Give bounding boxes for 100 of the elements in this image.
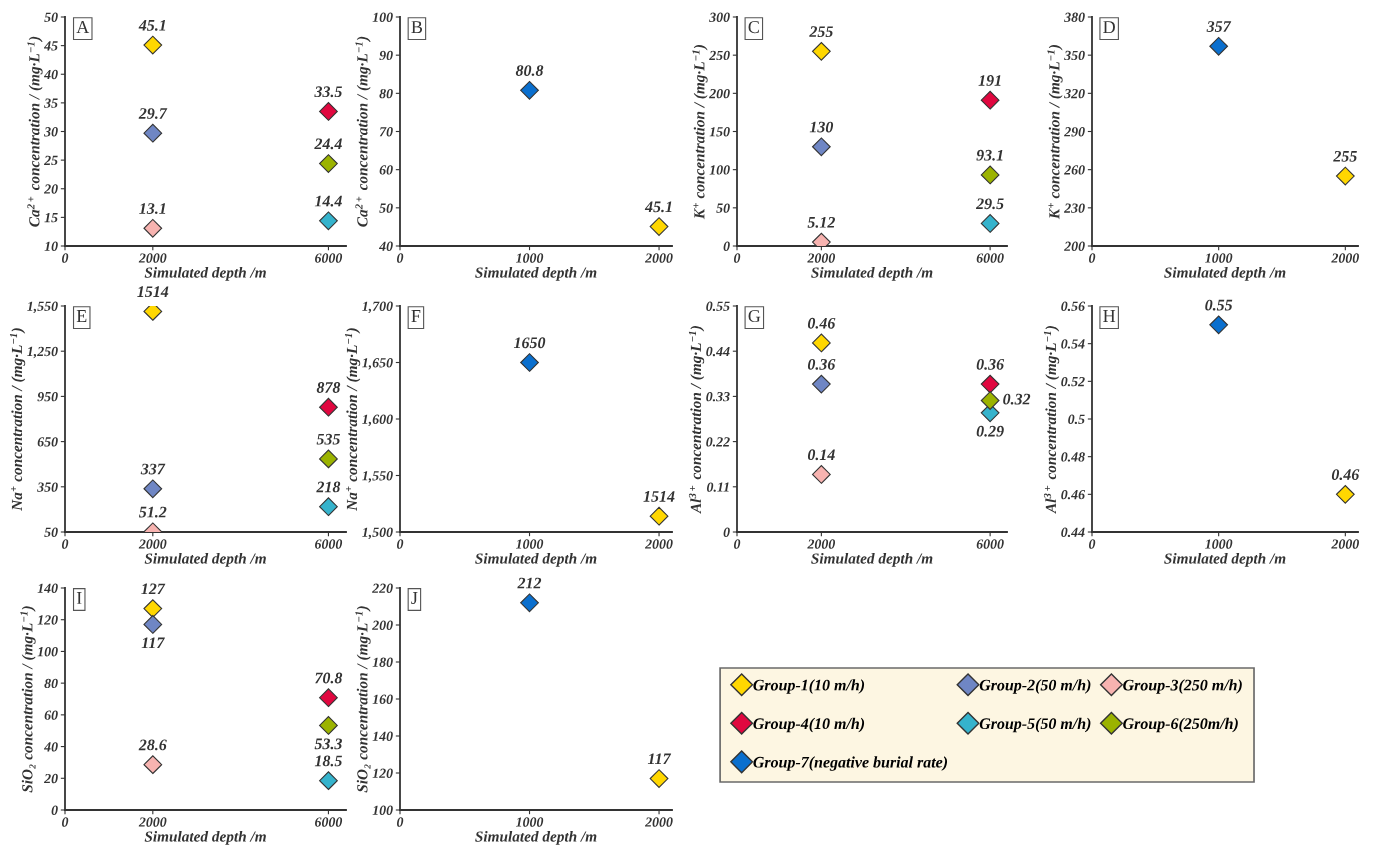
x-tick-label: 0 bbox=[734, 539, 741, 549]
y-axis-title: Na$^{+}$ concentration / (mg·L$^{−1}$) bbox=[9, 328, 26, 511]
x-tick-label: 2000 bbox=[138, 253, 167, 263]
y-axis-title: K$^{+}$ concentration / (mg·L$^{−1}$) bbox=[1047, 44, 1063, 220]
point bbox=[319, 716, 338, 735]
data-label: 117 bbox=[141, 637, 165, 649]
point bbox=[143, 35, 163, 55]
y-tick-label: 20 bbox=[44, 773, 58, 784]
y-tick-label: 1,600 bbox=[362, 414, 393, 426]
data-label: 127 bbox=[141, 583, 166, 595]
annotation: J bbox=[411, 592, 418, 605]
point bbox=[319, 449, 338, 469]
y-tick-label: 60 bbox=[44, 710, 58, 720]
point bbox=[811, 465, 831, 484]
x-tick-label: 2000 bbox=[644, 817, 673, 827]
x-axis-title: Simulated depth /m bbox=[144, 552, 266, 567]
y-tick-label: 0.44 bbox=[706, 346, 730, 357]
y-tick-label: 80 bbox=[44, 678, 58, 689]
annotation: F bbox=[411, 310, 421, 322]
data-label: 45.1 bbox=[138, 20, 166, 31]
y-tick-label: 320 bbox=[1064, 88, 1085, 99]
y-tick-label: 35 bbox=[44, 98, 58, 108]
x-axis-title: Simulated depth /m bbox=[1164, 552, 1286, 567]
y-tick-label: 1,550 bbox=[27, 301, 58, 313]
y-tick-label: 40 bbox=[378, 241, 393, 251]
data-label: 80.8 bbox=[515, 65, 544, 76]
x-tick-label: 0 bbox=[734, 253, 741, 263]
x-tick-label: 1000 bbox=[515, 539, 544, 549]
data-label: 0.36 bbox=[976, 358, 1005, 370]
data-label: 0.36 bbox=[807, 358, 836, 370]
point bbox=[980, 165, 1000, 185]
y-tick-label: 100 bbox=[709, 165, 730, 175]
y-tick-label: 1,700 bbox=[362, 301, 393, 313]
x-tick-label: 2000 bbox=[644, 539, 673, 549]
x-axis-title: Simulated depth /m bbox=[144, 266, 266, 281]
data-label: 29.7 bbox=[138, 108, 168, 119]
x-tick-label: 1000 bbox=[515, 817, 544, 827]
y-tick-label: 1,250 bbox=[27, 346, 58, 359]
y-tick-label: 0.52 bbox=[1061, 376, 1085, 387]
y-tick-label: 290 bbox=[1064, 127, 1085, 137]
y-tick-label: 200 bbox=[709, 88, 730, 99]
y-tick-label: 120 bbox=[37, 615, 58, 625]
data-label: 0.14 bbox=[807, 449, 835, 461]
data-label: 0.46 bbox=[807, 317, 836, 329]
y-tick-label: 160 bbox=[372, 694, 393, 704]
y-tick-label: 0.46 bbox=[1061, 489, 1086, 500]
x-axis-title: Simulated depth /m bbox=[475, 830, 597, 845]
y-tick-label: 15 bbox=[44, 213, 58, 223]
y-tick-label: 260 bbox=[1064, 165, 1085, 175]
annotation: B bbox=[411, 21, 423, 34]
point bbox=[319, 497, 338, 517]
y-tick-label: 200 bbox=[372, 620, 393, 630]
x-tick-label: 1000 bbox=[1205, 253, 1233, 263]
x-tick-label: 2000 bbox=[1331, 253, 1359, 263]
y-tick-label: 40 bbox=[43, 742, 58, 752]
y-tick-label: 300 bbox=[709, 12, 730, 22]
point bbox=[811, 333, 831, 353]
legend-label: Group-6(250m/h) bbox=[1123, 717, 1238, 733]
x-tick-label: 1000 bbox=[515, 253, 544, 263]
legend-label: Group-7(negative burial rate) bbox=[753, 756, 948, 771]
point bbox=[980, 214, 1000, 233]
y-tick-label: 30 bbox=[44, 127, 58, 137]
x-tick-label: 6000 bbox=[315, 817, 343, 827]
point bbox=[980, 90, 1000, 110]
y-tick-label: 0.48 bbox=[1061, 452, 1085, 462]
x-tick-label: 2000 bbox=[807, 253, 836, 263]
annotation: A bbox=[76, 21, 90, 33]
y-tick-label: 0.56 bbox=[1061, 301, 1086, 312]
data-label: 337 bbox=[140, 463, 166, 475]
y-tick-label: 50 bbox=[44, 12, 58, 22]
point bbox=[319, 771, 338, 791]
y-tick-label: 180 bbox=[372, 657, 393, 667]
y-tick-label: 150 bbox=[709, 127, 730, 137]
y-tick-label: 40 bbox=[43, 69, 58, 80]
y-tick-label: 25 bbox=[44, 155, 58, 166]
x-tick-label: 2000 bbox=[138, 817, 167, 827]
data-label: 357 bbox=[1206, 21, 1232, 32]
point bbox=[143, 123, 163, 143]
point bbox=[319, 688, 338, 708]
y-tick-label: 350 bbox=[1064, 50, 1085, 61]
annotation: C bbox=[748, 21, 759, 34]
x-tick-label: 0 bbox=[1089, 539, 1096, 549]
annotation: G bbox=[748, 309, 761, 323]
y-tick-label: 100 bbox=[372, 805, 393, 815]
legend-label: Group-4(10 m/h) bbox=[753, 717, 865, 733]
x-tick-label: 2000 bbox=[138, 539, 167, 549]
y-axis-title: SiO₂ concentration / (mg·L$^{−1}$) bbox=[355, 606, 371, 793]
y-tick-label: 1,500 bbox=[362, 527, 393, 539]
data-label: 24.4 bbox=[314, 138, 342, 150]
y-tick-label: 1,650 bbox=[362, 358, 393, 370]
annotation: E bbox=[76, 310, 87, 322]
point bbox=[980, 374, 1000, 394]
x-tick-label: 2000 bbox=[807, 539, 836, 549]
data-label: 0.46 bbox=[1331, 469, 1360, 481]
x-tick-label: 0 bbox=[62, 817, 69, 827]
y-axis-title: Ca$^{2+}$ concentration / (mg·L$^{−1}$) bbox=[27, 36, 43, 227]
y-axis-title: Al$^{3+}$ concentration / (mg·L$^{−1}$) bbox=[688, 326, 705, 514]
x-tick-label: 0 bbox=[62, 253, 69, 263]
y-tick-label: 50 bbox=[716, 203, 730, 213]
y-tick-label: 350 bbox=[37, 482, 58, 492]
